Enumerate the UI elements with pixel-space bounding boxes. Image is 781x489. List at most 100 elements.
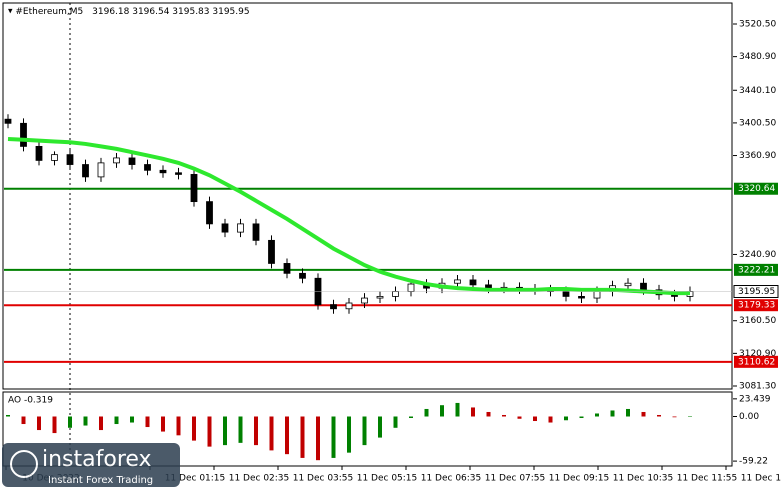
ao-bar — [626, 408, 630, 417]
candle-body — [469, 279, 477, 286]
candle-body — [4, 118, 12, 124]
x-tick-label: 11 Dec 11:55 — [677, 474, 738, 484]
level-label: 3179.33 — [738, 301, 775, 311]
candle-body — [299, 272, 306, 279]
ao-bar — [254, 416, 258, 446]
x-tick-label: 11 Dec 03:55 — [293, 474, 354, 484]
ao-bar — [672, 416, 677, 418]
candle-body — [206, 201, 213, 225]
x-tick-label: 11 Dec 09:15 — [549, 474, 610, 484]
ao-bar — [161, 416, 165, 432]
ao-bar — [610, 410, 615, 417]
ao-bar — [316, 416, 320, 461]
logo-tagline: Instant Forex Trading — [48, 475, 153, 486]
candle-body — [20, 122, 27, 147]
ao-bar — [99, 416, 103, 431]
candle-body — [624, 282, 632, 287]
ao-bar — [68, 416, 72, 428]
x-tick-label: 11 Dec 13:15 — [741, 474, 781, 484]
ao-pane — [2, 391, 733, 467]
ao-bar — [409, 416, 413, 419]
ao-bar — [207, 416, 212, 447]
candle-body — [35, 145, 43, 161]
x-tick-label: 11 Dec 07:55 — [485, 474, 546, 484]
ao-bar — [238, 416, 243, 443]
ao-bar — [440, 405, 444, 417]
candle-body — [252, 223, 260, 241]
ao-bar — [331, 416, 336, 458]
candle-body — [392, 291, 399, 297]
y-tick-label: 3440.10 — [739, 86, 776, 96]
level-label: 3222.21 — [738, 265, 775, 275]
ao-bar — [37, 416, 41, 431]
y-tick-label: 3160.50 — [739, 316, 776, 326]
ao-bar — [269, 416, 274, 451]
y-tick-label: 3520.50 — [739, 19, 776, 29]
current-price-label: 3195.95 — [738, 287, 775, 297]
ao-bar — [6, 414, 10, 417]
ao-bar — [564, 416, 568, 421]
candle-body — [268, 239, 275, 264]
candle-body — [361, 297, 368, 304]
chart-title: ▾ #Ethereum,M5 3196.18 3196.54 3195.83 3… — [8, 7, 250, 17]
ao-bar — [471, 407, 475, 417]
main-pane — [2, 2, 733, 390]
ao-bar — [52, 416, 57, 434]
ao-bar — [517, 416, 522, 419]
ao-bar — [455, 402, 460, 417]
candle-body — [237, 223, 244, 233]
ao-bar — [362, 416, 367, 446]
y-tick-label: 3240.90 — [739, 250, 776, 260]
candle-body — [128, 157, 136, 165]
candle-body — [485, 284, 492, 289]
y-tick-label: 3360.90 — [739, 151, 776, 161]
candle-body — [144, 164, 151, 171]
candle-body — [407, 283, 415, 292]
ao-bar — [378, 416, 382, 438]
ao-bar — [393, 416, 398, 428]
candle-body — [345, 302, 353, 310]
candle-body — [221, 223, 229, 233]
ao-bar — [347, 416, 351, 453]
level-box — [734, 299, 778, 312]
candle-body — [640, 282, 647, 291]
ao-bar — [533, 416, 537, 422]
candle-body — [454, 279, 461, 284]
candle-body — [190, 174, 198, 203]
candle-body — [51, 154, 58, 161]
moving-average — [7, 136, 690, 296]
ao-bar — [641, 411, 646, 417]
candle-body — [175, 172, 182, 175]
ao-tick-label: 0.00 — [739, 412, 759, 422]
y-tick-label: 3400.50 — [739, 118, 776, 128]
ao-bar — [83, 416, 88, 426]
symbol: #Ethereum,M5 — [15, 7, 83, 17]
level-box — [734, 355, 778, 368]
level-box — [734, 182, 778, 195]
candle-body — [330, 304, 337, 310]
ao-tick-label: 23.439 — [739, 394, 771, 404]
ohlc: 3196.18 3196.54 3195.83 3195.95 — [92, 7, 249, 17]
candle-body — [562, 291, 570, 297]
current-price-box — [733, 285, 779, 299]
level-label: 3110.62 — [738, 357, 775, 367]
candle-body — [283, 263, 291, 274]
ao-tick-label: -59.22 — [739, 457, 768, 467]
ao-bar — [114, 416, 119, 425]
ao-bar — [486, 411, 491, 417]
y-tick-label: 3081.30 — [739, 382, 776, 392]
ao-bar — [285, 416, 289, 455]
x-tick-label: 11 Dec 05:15 — [357, 474, 418, 484]
candle-body — [578, 296, 585, 299]
y-tick-label: 3120.90 — [739, 349, 776, 359]
x-tick-label: 11 Dec 10:35 — [613, 474, 674, 484]
level-label: 3320.64 — [738, 184, 775, 194]
ao-bar — [595, 413, 599, 417]
y-tick-label: 3480.90 — [739, 52, 776, 62]
ao-bar — [145, 416, 150, 428]
logo: instaforex Instant Forex Trading — [2, 443, 180, 487]
ao-bar — [502, 414, 506, 417]
level-box — [734, 263, 778, 276]
logo-bg — [2, 443, 180, 487]
